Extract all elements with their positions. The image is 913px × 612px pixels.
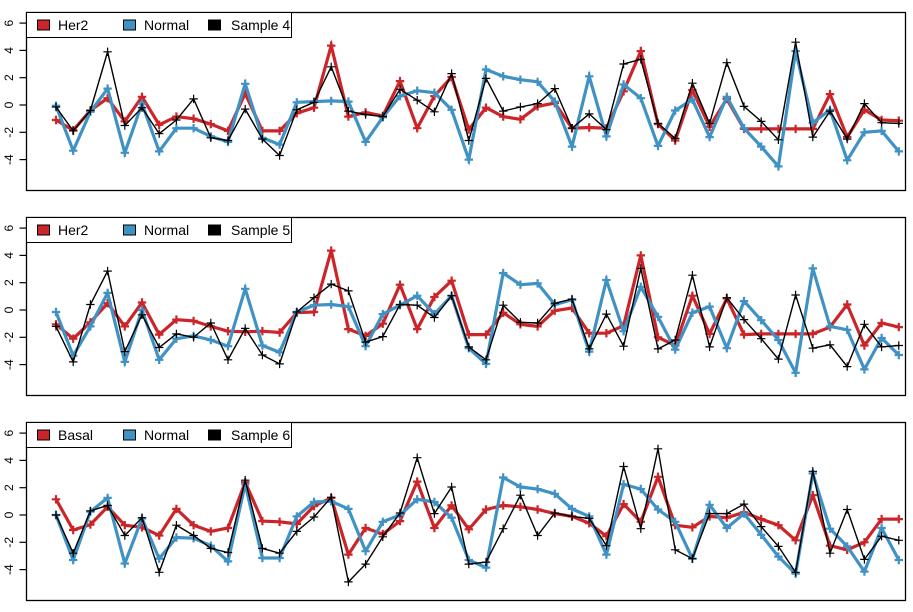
sample4-color-swatch bbox=[208, 19, 221, 31]
legend-label-her2: Her2 bbox=[58, 17, 89, 33]
sample6-color-swatch bbox=[208, 429, 221, 441]
svg-text:-2: -2 bbox=[2, 537, 16, 548]
svg-text:4: 4 bbox=[2, 47, 16, 54]
legend-label-sample6: Sample 6 bbox=[231, 427, 291, 443]
panel-sample5: 6 4 2 0 -2 -4 Her2 Normal Sample 5 bbox=[0, 205, 913, 410]
legend-label-sample5: Sample 5 bbox=[231, 222, 291, 238]
svg-text:4: 4 bbox=[2, 457, 16, 464]
legend-label-normal: Normal bbox=[144, 222, 190, 238]
svg-text:-4: -4 bbox=[2, 154, 16, 165]
svg-text:2: 2 bbox=[2, 484, 16, 491]
normal-color-swatch bbox=[123, 19, 136, 31]
svg-text:-4: -4 bbox=[2, 359, 16, 370]
legend-sample5: Her2 Normal Sample 5 bbox=[26, 217, 292, 243]
legend-label-basal: Basal bbox=[58, 427, 94, 443]
panel-sample4: 6 4 2 0 -2 -4 Her2 Normal Sample 4 bbox=[0, 0, 913, 205]
legend-label-normal: Normal bbox=[144, 427, 190, 443]
svg-text:4: 4 bbox=[2, 252, 16, 259]
normal-color-swatch bbox=[123, 429, 136, 441]
her2-color-swatch bbox=[37, 19, 50, 31]
svg-text:6: 6 bbox=[2, 19, 16, 26]
sample5-plot-area: 6 4 2 0 -2 -4 bbox=[2, 216, 907, 397]
svg-text:-2: -2 bbox=[2, 332, 16, 343]
svg-text:0: 0 bbox=[2, 511, 16, 518]
normal-color-swatch bbox=[123, 224, 136, 236]
panel-sample6: 6 4 2 0 -2 -4 Basal Normal Sample 6 bbox=[0, 410, 913, 612]
svg-text:6: 6 bbox=[2, 429, 16, 436]
legend-sample6: Basal Normal Sample 6 bbox=[26, 422, 292, 448]
svg-text:0: 0 bbox=[2, 101, 16, 108]
legend-label-her2: Her2 bbox=[58, 222, 89, 238]
legend-sample4: Her2 Normal Sample 4 bbox=[26, 12, 292, 38]
svg-text:-4: -4 bbox=[2, 564, 16, 575]
svg-text:2: 2 bbox=[2, 74, 16, 81]
her2-color-swatch bbox=[37, 224, 50, 236]
svg-text:-2: -2 bbox=[2, 127, 16, 138]
svg-text:6: 6 bbox=[2, 224, 16, 231]
legend-label-normal: Normal bbox=[144, 17, 190, 33]
sample6-plot-area: 6 4 2 0 -2 -4 bbox=[2, 421, 907, 602]
sample5-color-swatch bbox=[208, 224, 221, 236]
sample4-plot-area: 6 4 2 0 -2 -4 bbox=[2, 11, 907, 192]
svg-text:0: 0 bbox=[2, 306, 16, 313]
svg-text:2: 2 bbox=[2, 279, 16, 286]
basal-color-swatch bbox=[37, 429, 50, 441]
legend-label-sample4: Sample 4 bbox=[231, 17, 291, 33]
